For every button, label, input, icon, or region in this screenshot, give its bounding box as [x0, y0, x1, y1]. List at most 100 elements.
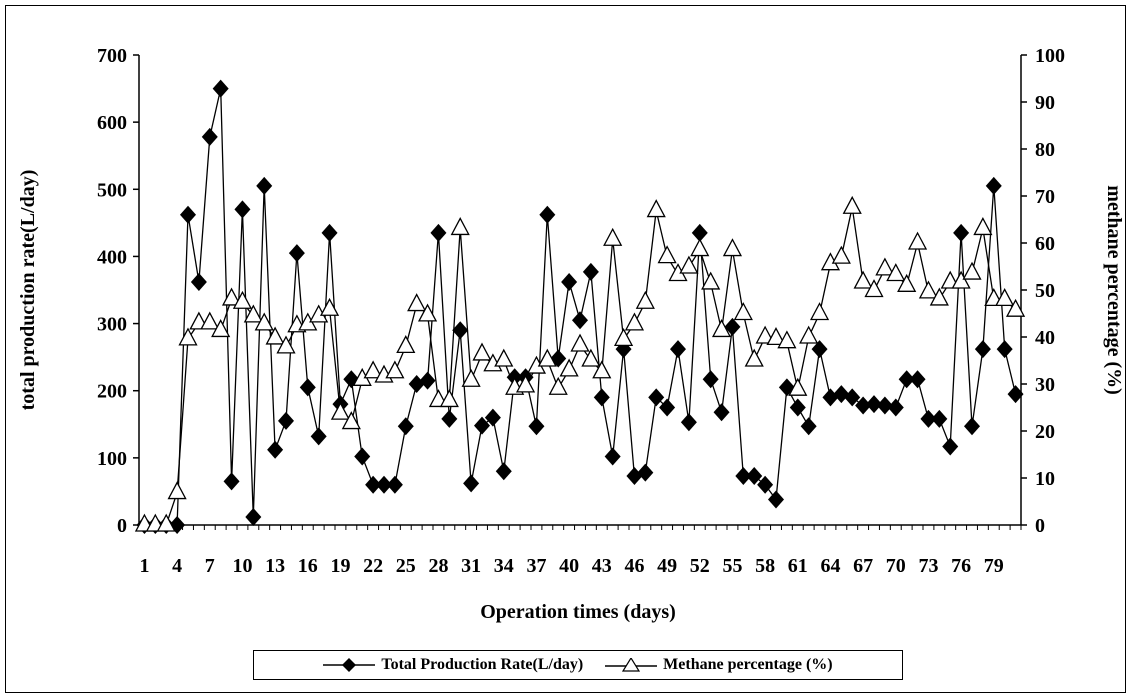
data-point-production: [931, 409, 948, 428]
data-point-methane: [537, 348, 557, 367]
data-point-production: [974, 340, 991, 359]
y-right-tick-label: 90: [1035, 92, 1055, 114]
data-point-methane: [864, 279, 884, 298]
data-point-production: [604, 447, 621, 466]
axes: 0 100 200 300 400 500 600 700 0 10 20 30 40 50 60 70 80 9…: [97, 45, 1065, 577]
data-point-production: [746, 466, 763, 485]
data-point-methane: [200, 311, 220, 330]
x-tick-label: 49: [657, 555, 677, 577]
data-point-methane: [690, 238, 710, 257]
data-point-production: [245, 507, 262, 526]
data-point-production: [190, 272, 207, 291]
data-point-production: [811, 340, 828, 359]
data-point-methane: [581, 348, 601, 367]
data-point-methane: [842, 195, 862, 214]
data-point-production: [561, 272, 578, 291]
data-point-methane: [733, 302, 753, 321]
data-point-production: [789, 398, 806, 417]
data-point-methane: [635, 290, 655, 309]
data-point-production: [180, 205, 196, 224]
data-point-production: [474, 416, 490, 435]
data-point-methane: [396, 335, 416, 354]
data-point-production: [724, 317, 741, 336]
data-point-production: [757, 475, 774, 494]
data-point-methane: [907, 231, 928, 250]
data-point-methane: [592, 360, 612, 379]
x-tick-label: 70: [886, 555, 906, 577]
data-point-production: [386, 475, 403, 494]
data-point-methane: [178, 327, 198, 346]
x-tick-label: 4: [172, 555, 182, 577]
data-point-production: [321, 223, 338, 242]
data-point-production: [267, 440, 284, 459]
x-tick-label: 28: [428, 555, 448, 577]
data-point-production: [985, 176, 1002, 195]
data-point-methane: [766, 327, 786, 346]
data-point-production: [430, 223, 447, 242]
x-tick-label: 31: [461, 555, 481, 577]
data-point-production: [495, 462, 512, 481]
x-tick-label: 76: [951, 555, 971, 577]
data-point-methane: [265, 326, 285, 345]
x-tick-label: 34: [494, 555, 514, 577]
x-tick-label: 46: [624, 555, 644, 577]
y-right-tick-label: 100: [1035, 45, 1065, 67]
y-left-tick-label: 400: [97, 246, 127, 268]
data-point-methane: [875, 257, 895, 276]
x-tick-label: 61: [788, 555, 808, 577]
data-point-production: [735, 466, 752, 485]
data-point-production: [528, 417, 545, 436]
data-point-production: [680, 413, 697, 432]
data-point-production: [310, 427, 327, 446]
data-point-production: [365, 475, 382, 494]
data-point-methane: [548, 376, 568, 395]
y-left-tick-label: 700: [97, 45, 127, 67]
data-point-production: [463, 474, 480, 493]
data-point-production: [278, 411, 294, 430]
data-point-methane: [711, 319, 732, 338]
y-left-tick-label: 200: [97, 381, 127, 403]
data-point-production: [572, 311, 588, 330]
x-tick-label: 52: [690, 555, 710, 577]
data-point-production: [866, 395, 882, 414]
y-axis-left-title: total production rate(L/day): [17, 170, 39, 411]
legend: Total Production Rate(L/day) Methane per…: [253, 650, 903, 680]
data-point-methane: [407, 293, 427, 312]
data-point-methane: [679, 255, 699, 274]
data-point-production: [452, 321, 469, 340]
x-tick-label: 7: [205, 555, 215, 577]
x-tick-label: 13: [265, 555, 285, 577]
data-point-methane: [657, 245, 677, 264]
data-point-methane: [559, 358, 579, 377]
legend-item-production: Total Production Rate(L/day): [323, 656, 583, 674]
data-point-methane: [929, 287, 949, 306]
data-point-production: [953, 223, 970, 242]
y-right-tick-label: 0: [1035, 515, 1045, 537]
data-point-production: [212, 79, 229, 98]
data-point-production: [942, 437, 959, 456]
data-point-methane: [973, 217, 993, 236]
data-point-methane: [777, 330, 797, 349]
data-point-methane: [951, 270, 971, 289]
data-point-methane: [603, 227, 623, 246]
data-point-methane: [439, 389, 459, 408]
data-point-production: [713, 403, 730, 422]
data-point-methane: [221, 287, 242, 306]
x-tick-label: 55: [722, 555, 742, 577]
data-point-methane: [799, 325, 819, 344]
data-point-methane: [918, 280, 939, 299]
x-tick-label: 16: [298, 555, 318, 577]
data-point-methane: [461, 368, 481, 387]
data-point-production: [855, 396, 872, 415]
data-point-methane: [624, 312, 645, 331]
data-point-production: [691, 223, 708, 242]
y-left-tick-label: 600: [97, 112, 127, 134]
y-right-tick-label: 30: [1035, 374, 1055, 396]
data-point-methane: [211, 319, 231, 338]
data-point-methane: [494, 348, 514, 367]
data-point-methane: [886, 263, 906, 282]
data-point-production: [256, 176, 273, 195]
data-point-production: [898, 370, 915, 389]
data-point-methane: [254, 312, 274, 331]
